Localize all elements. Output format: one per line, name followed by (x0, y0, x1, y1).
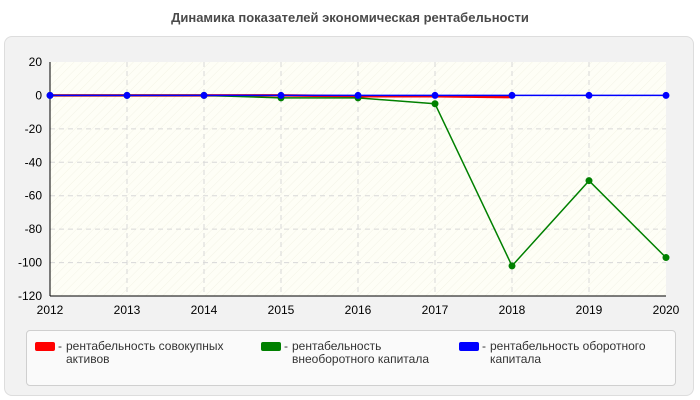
legend-swatch-blue (459, 342, 479, 351)
y-tick-label: -40 (25, 155, 43, 169)
x-tick-label: 2017 (422, 303, 449, 317)
data-point-series-3 (508, 91, 516, 99)
x-tick-label: 2013 (114, 303, 141, 317)
y-tick-label: -120 (18, 289, 42, 303)
y-tick-label: 20 (29, 55, 43, 69)
data-point-series-3 (200, 91, 208, 99)
series-markers (46, 91, 670, 270)
legend-dash: - (482, 339, 486, 353)
x-tick-label: 2015 (268, 303, 295, 317)
legend-dash: - (284, 339, 288, 353)
y-tick-label: -20 (25, 122, 43, 136)
data-point-series-3 (585, 91, 593, 99)
y-tick-labels: 20 0 -20 -40 -60 -80 -100 -120 (18, 55, 42, 303)
axes (49, 62, 666, 297)
legend-swatch-red (35, 342, 55, 351)
y-tick-label: 0 (35, 88, 42, 102)
legend-swatch-green (261, 342, 281, 351)
legend-label: рентабельность оборотного капитала (490, 339, 646, 366)
data-point-series-3 (431, 91, 439, 99)
x-tick-label: 2020 (653, 303, 680, 317)
y-tick-label: -80 (25, 222, 43, 236)
data-point-series-2 (508, 262, 516, 270)
data-point-series-2 (585, 177, 593, 185)
chart-legend: - рентабельность совокупных активов - ре… (26, 330, 676, 386)
x-tick-label: 2014 (191, 303, 218, 317)
x-tick-labels: 2012 2013 2014 2015 2016 2017 2018 2019 2020 (37, 303, 680, 317)
data-point-series-3 (662, 91, 670, 99)
x-tick-label: 2012 (37, 303, 64, 317)
legend-label: рентабельность совокупных активов (66, 339, 224, 366)
data-point-series-2 (431, 100, 439, 108)
legend-item-working-capital: - рентабельность оборотного капитала (459, 340, 669, 366)
y-tick-label: -100 (18, 256, 42, 270)
data-point-series-3 (277, 91, 285, 99)
legend-dash: - (58, 339, 62, 353)
data-point-series-3 (46, 91, 54, 99)
y-tick-label: -60 (25, 189, 43, 203)
legend-item-total-assets: - рентабельность совокупных активов (35, 340, 240, 366)
chart-title: Динамика показателей экономическая рента… (171, 10, 529, 25)
x-tick-label: 2018 (499, 303, 526, 317)
data-point-series-2 (662, 254, 670, 262)
data-point-series-3 (123, 91, 131, 99)
legend-item-noncurrent-capital: - рентабельность внеоборотного капитала (261, 340, 446, 366)
legend-label: рентабельность внеоборотного капитала (292, 339, 429, 366)
x-tick-label: 2016 (345, 303, 372, 317)
x-tick-label: 2019 (576, 303, 603, 317)
data-point-series-3 (354, 91, 362, 99)
